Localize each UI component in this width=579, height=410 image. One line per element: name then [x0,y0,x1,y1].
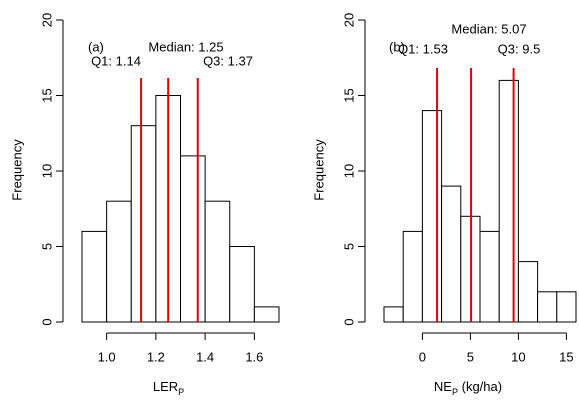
bar [517,261,539,323]
bar [106,200,132,323]
x-axis-label: LERP [153,379,184,397]
y-tick-label: 5 [341,243,356,250]
quartile-label: Q1: 1.14 [91,53,141,68]
y-tick-label: 10 [341,164,356,178]
bar [130,125,157,323]
y-tick-label: 15 [39,88,54,102]
x-tick-label: 5 [467,349,474,364]
x-axis-label-part: P [178,387,184,397]
y-tick-label: 0 [39,318,54,325]
bar [383,306,404,323]
bar [556,291,577,323]
bar [498,79,519,323]
bar [229,246,255,323]
panel-label: (b) [389,39,405,54]
x-tick-label: 1.0 [98,349,116,364]
y-tick-label: 0 [341,318,356,325]
y-tick-label: 20 [341,13,356,27]
y-axis-label: Frequency [9,139,24,201]
x-axis-label-part: (kg/ha) [458,379,502,394]
bar [204,200,231,323]
y-tick-label: 5 [39,243,54,250]
panel-label: (a) [88,39,104,54]
y-tick-label: 10 [39,164,54,178]
quartile-label: Median: 5.07 [451,21,526,36]
x-tick-label: 1.6 [245,349,263,364]
x-tick-label: 0 [419,349,426,364]
bar [441,185,462,323]
bar [402,230,423,323]
bar [479,230,500,323]
x-axis-label-part: LER [153,379,178,394]
x-tick-label: 10 [511,349,525,364]
bar [537,291,558,323]
x-axis-label-part: P [452,387,458,397]
y-axis-label: Frequency [311,139,326,201]
bar [421,110,443,323]
bar [253,306,280,323]
bar [180,155,206,323]
y-tick-label: 15 [341,88,356,102]
x-axis-label-part: NE [434,379,452,394]
x-tick-label: 1.4 [196,349,214,364]
quartile-label: Q3: 9.5 [498,41,541,56]
x-axis-label: NEP (kg/ha) [434,379,502,397]
x-tick-label: 15 [559,349,573,364]
y-tick-label: 20 [39,13,54,27]
bar [81,230,108,323]
quartile-label: Q3: 1.37 [203,53,253,68]
quartile-label: Q1: 1.53 [398,41,448,56]
quartile-label: Median: 1.25 [148,39,223,54]
x-tick-label: 1.2 [147,349,165,364]
